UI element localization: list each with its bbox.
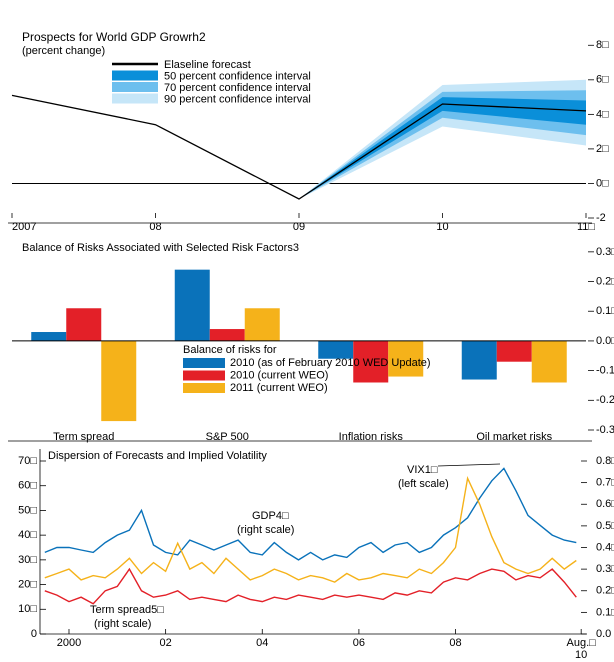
annotation: (right scale) <box>94 618 151 630</box>
x-tick-label: 04 <box>256 637 268 649</box>
legend-label: 2010 (as of February 2010 WED Update) <box>230 357 431 369</box>
chart-title: Balance of Risks Associated with Selecte… <box>22 242 299 254</box>
legend-label: Elaseline forecast <box>164 59 251 71</box>
y-tick-label: -0.3 <box>596 424 614 436</box>
y-tick-label: 0.2□ <box>596 275 614 287</box>
bar <box>244 308 280 341</box>
y-tick-label: 40□ <box>18 529 37 541</box>
bar <box>496 340 532 362</box>
y-tick-label: 20□ <box>18 578 37 590</box>
y-tick-label: 0.7□ <box>596 477 614 489</box>
x-tick-label: Aug.□ 10 <box>566 637 596 661</box>
legend-title: Balance of risks for <box>183 344 277 356</box>
y-tick-label: 0.6□ <box>596 498 614 510</box>
bar <box>531 340 567 383</box>
y-tick-label: 0.2□ <box>596 585 614 597</box>
bar <box>31 332 67 341</box>
legend-swatch <box>112 70 158 81</box>
bar <box>461 340 497 380</box>
x-tick-label: 09 <box>293 221 305 233</box>
y-tick-label: -2 <box>596 212 606 224</box>
y-tick-label: 60□ <box>18 480 37 492</box>
x-tick-label: Inflation risks <box>339 431 404 443</box>
y-tick-label: 50□ <box>18 504 37 516</box>
x-tick-label: S&P 500 <box>206 431 249 443</box>
legend-label: 50 percent confidence interval <box>164 70 311 82</box>
bar <box>66 308 102 341</box>
x-tick-label: 2000 <box>57 637 81 649</box>
y-tick-label: 6□ <box>596 74 609 86</box>
bar <box>101 340 137 422</box>
legend-swatch <box>183 370 225 381</box>
y-tick-label: 4□ <box>596 108 609 120</box>
x-tick-label: 10 <box>436 221 448 233</box>
legend-swatch <box>183 383 225 393</box>
annotation: (left scale) <box>398 478 449 490</box>
y-tick-label: 70□ <box>18 455 37 467</box>
legend-label: 70 percent confidence interval <box>164 82 311 94</box>
y-tick-label: 0.3□ <box>596 563 614 575</box>
bar <box>209 329 245 341</box>
annotation: (right scale) <box>237 524 294 536</box>
y-tick-label: 0.1□ <box>596 606 614 618</box>
x-tick-label: 02 <box>160 637 172 649</box>
y-tick-label: -0.1□ <box>596 365 614 377</box>
series-line <box>44 475 577 583</box>
y-tick-label: 8□ <box>596 39 609 51</box>
y-tick-label: 30□ <box>18 554 37 566</box>
bar <box>353 340 389 383</box>
x-tick-label: 2007 <box>12 221 36 233</box>
legend-label: 2010 (current WEO) <box>230 369 328 381</box>
x-tick-label: 08 <box>449 637 461 649</box>
x-tick-label: 11□ <box>577 221 595 233</box>
legend-swatch <box>112 93 158 104</box>
annotation: Term spread5□ <box>90 604 164 616</box>
bar <box>174 269 210 341</box>
chart-title: Dispersion of Forecasts and Implied Vola… <box>48 450 267 462</box>
legend-swatch <box>183 358 225 368</box>
bar <box>388 340 424 377</box>
confidence-band <box>299 97 586 199</box>
y-tick-label: 2□ <box>596 143 609 155</box>
x-tick-label: 08 <box>149 221 161 233</box>
x-tick-label: 06 <box>353 637 365 649</box>
chart-title: Prospects for World GDP Growrh2 <box>22 30 206 44</box>
x-tick-label: Oil market risks <box>476 431 552 443</box>
series-line <box>44 567 577 605</box>
y-tick-label: -0.2□ <box>596 394 614 406</box>
bar <box>318 340 354 359</box>
y-tick-label: 0□ <box>596 177 609 189</box>
y-tick-label: 0 <box>31 628 37 640</box>
y-tick-label: 0.1□ <box>596 305 614 317</box>
chart-subtitle: (percent change) <box>22 45 105 57</box>
leader-line <box>437 463 501 467</box>
legend-label: 90 percent confidence interval <box>164 93 311 105</box>
y-tick-label: 0.5□ <box>596 520 614 532</box>
y-tick-label: 0.0□ <box>596 335 614 347</box>
annotation: VIX1□ <box>407 464 438 476</box>
y-tick-label: 0.3□ <box>596 246 614 258</box>
series-line <box>44 467 577 561</box>
annotation: GDP4□ <box>252 510 289 522</box>
legend-label: 2011 (current WEO) <box>230 382 328 394</box>
y-tick-label: 10□ <box>18 603 37 615</box>
legend-swatch <box>112 82 158 92</box>
y-tick-label: 0.8□ <box>596 455 614 467</box>
y-tick-label: 0.0 <box>596 628 611 640</box>
y-tick-label: 0.4□ <box>596 541 614 553</box>
x-tick-label: Term spread <box>53 431 114 443</box>
baseline-line <box>11 94 587 200</box>
